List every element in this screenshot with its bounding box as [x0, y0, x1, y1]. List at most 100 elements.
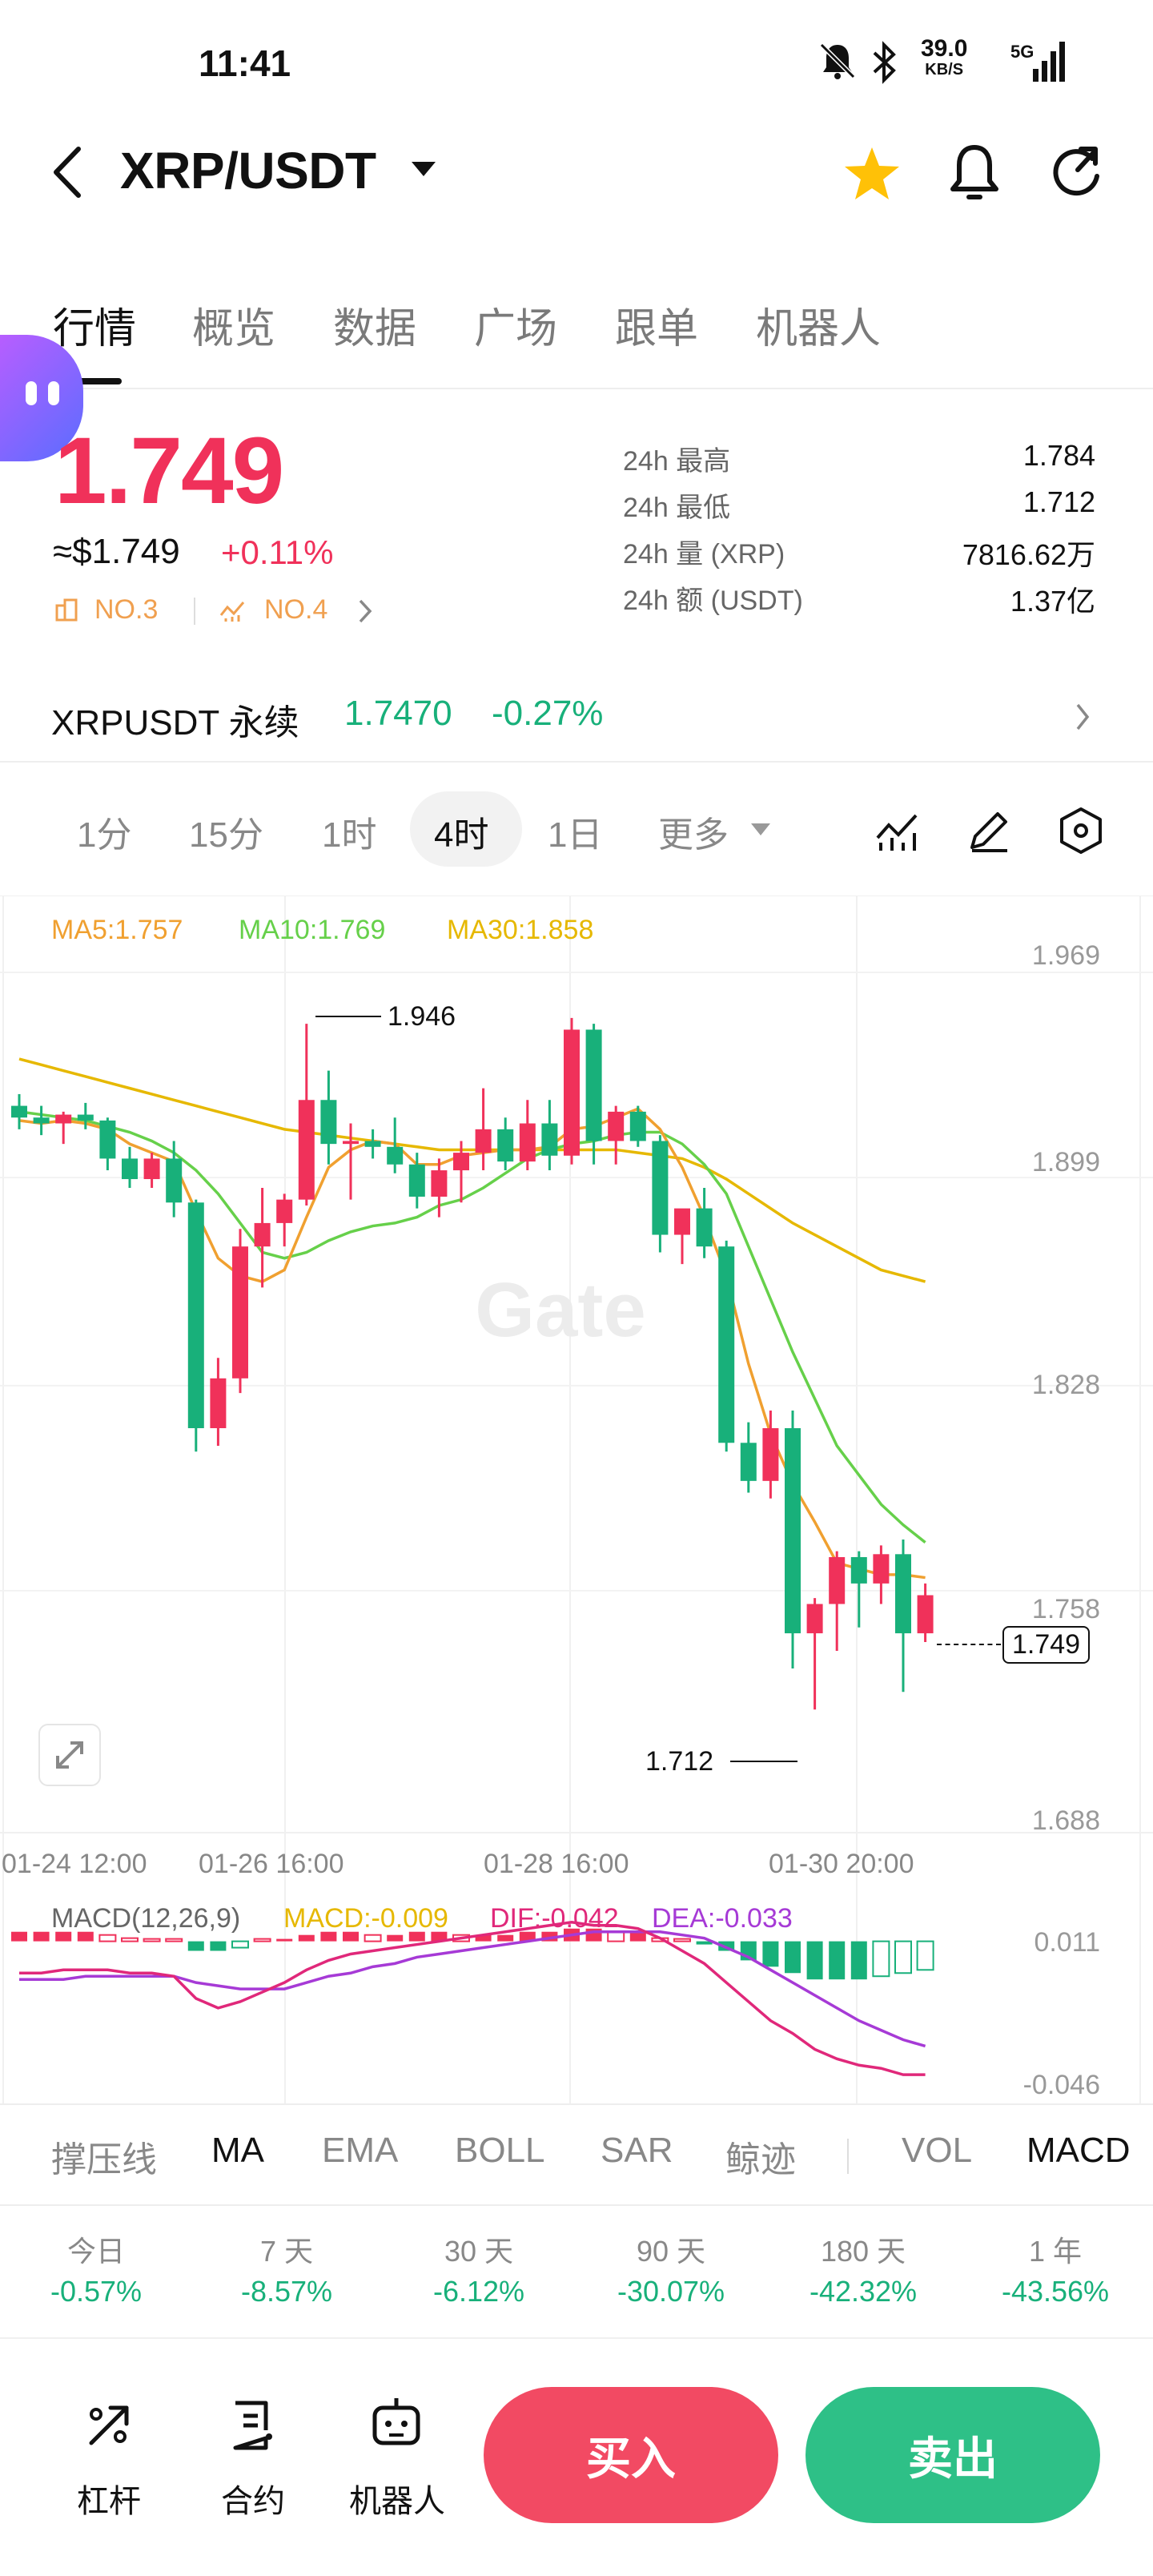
- timeframe-4h[interactable]: 4时: [434, 815, 489, 855]
- leverage-icon[interactable]: [83, 2400, 135, 2451]
- tab-market[interactable]: 行情: [53, 306, 137, 352]
- perpetual-change: -0.27%: [492, 694, 604, 733]
- macd-bar: [408, 1931, 425, 1942]
- leverage-label[interactable]: 杠杆: [77, 2484, 141, 2519]
- timeframe-1h[interactable]: 1时: [322, 815, 377, 855]
- tab-overview[interactable]: 概览: [192, 306, 276, 352]
- candle: [343, 1123, 359, 1200]
- star-icon[interactable]: [842, 144, 902, 203]
- stat-turnover-label: 24h 额 (USDT): [623, 586, 803, 616]
- expand-icon: [56, 1741, 83, 1769]
- x-tick-0130: 01-30 20:00: [769, 1849, 914, 1879]
- stat-volume-value: 7816.62万: [962, 538, 1095, 571]
- perpetual-name: XRPUSDT 永续: [51, 703, 299, 743]
- macd-bar: [894, 1940, 912, 1974]
- draw-pen-icon[interactable]: [966, 807, 1012, 854]
- timeframe-1m[interactable]: 1分: [77, 815, 132, 855]
- usd-price: ≈$1.749: [53, 532, 180, 571]
- ind-tab-whale[interactable]: 鲸迹: [725, 2140, 796, 2180]
- high-marker-line: [315, 1016, 381, 1017]
- x-tick-0126: 01-26 16:00: [199, 1849, 344, 1879]
- candle: [674, 1208, 690, 1265]
- buy-button[interactable]: 买入: [484, 2387, 778, 2523]
- ind-tab-support[interactable]: 撑压线: [51, 2140, 157, 2180]
- ind-tab-ema[interactable]: EMA: [322, 2131, 399, 2170]
- network-type: 5G: [1010, 42, 1034, 62]
- refresh-icon[interactable]: [1046, 141, 1107, 202]
- assistant-bubble-icon[interactable]: [0, 335, 83, 461]
- period-today-value: -0.57%: [50, 2275, 143, 2308]
- bot-label[interactable]: 机器人: [349, 2484, 445, 2519]
- ind-tab-sar[interactable]: SAR: [601, 2131, 673, 2170]
- candle: [55, 1111, 72, 1145]
- macd-bar: [762, 1941, 779, 1967]
- chevron-right-icon: [1076, 703, 1090, 731]
- period-180d-label: 180 天: [820, 2235, 906, 2268]
- candle: [122, 1146, 138, 1189]
- macd-bar: [673, 1938, 691, 1942]
- macd-bar: [475, 1934, 492, 1942]
- timeframe-active-bg: [410, 791, 522, 867]
- timeframe-more[interactable]: 更多: [658, 815, 729, 855]
- period-today-label: 今日: [66, 2235, 125, 2268]
- chevron-down-icon[interactable]: [410, 160, 437, 179]
- macd-bar: [77, 1931, 94, 1942]
- period-7d-value: -8.57%: [240, 2275, 333, 2308]
- mute-bell-icon: [819, 42, 856, 79]
- candle: [519, 1100, 536, 1171]
- y-tick-1758: 1.758: [1031, 1594, 1100, 1624]
- perpetual-row[interactable]: XRPUSDT 永续 1.7470 -0.27%: [0, 673, 1153, 763]
- y-tick-1828: 1.828: [1031, 1370, 1100, 1400]
- period-30d-label: 30 天: [444, 2235, 514, 2268]
- rank-volume[interactable]: NO.4: [264, 594, 328, 625]
- macd-bar: [541, 1931, 558, 1942]
- tab-bot[interactable]: 机器人: [756, 306, 882, 352]
- ind-tab-ma[interactable]: MA: [211, 2131, 264, 2170]
- dea-legend: DEA:-0.033: [652, 1903, 793, 1934]
- settings-hexagon-icon[interactable]: [1057, 806, 1105, 855]
- rank-market-cap[interactable]: NO.3: [94, 594, 159, 625]
- back-icon[interactable]: [48, 143, 88, 202]
- chevron-down-icon[interactable]: [749, 822, 772, 838]
- price-change: +0.11%: [221, 533, 334, 571]
- ma30-line: [18, 1057, 926, 1283]
- ind-tab-macd[interactable]: MACD: [1026, 2131, 1131, 2170]
- expand-button[interactable]: [38, 1724, 101, 1786]
- perpetual-price: 1.7470: [344, 694, 452, 733]
- sell-button[interactable]: 卖出: [805, 2387, 1100, 2523]
- ind-tab-vol[interactable]: VOL: [902, 2131, 973, 2170]
- x-tick-0128: 01-28 16:00: [484, 1849, 629, 1879]
- ma10-line: [18, 1110, 926, 1544]
- contract-icon[interactable]: [227, 2398, 279, 2453]
- bell-icon[interactable]: [945, 141, 1004, 205]
- candle: [718, 1240, 735, 1452]
- candle: [696, 1188, 713, 1258]
- low-marker-line: [730, 1761, 797, 1762]
- tab-copy-trade[interactable]: 跟单: [615, 306, 699, 352]
- status-time: 11:41: [199, 42, 291, 84]
- macd-y-tick-top: 0.011: [1034, 1927, 1100, 1958]
- divider: [0, 2204, 1153, 2206]
- candle: [497, 1117, 514, 1171]
- pair-title[interactable]: XRP/USDT: [120, 142, 376, 199]
- y-tick-1899: 1.899: [1031, 1147, 1100, 1177]
- stat-low-label: 24h 最低: [623, 493, 731, 523]
- timeframe-1d[interactable]: 1日: [548, 815, 603, 855]
- divider: [0, 2103, 1153, 2105]
- indicator-icon[interactable]: [874, 809, 921, 854]
- contract-label[interactable]: 合约: [221, 2484, 285, 2519]
- macd-bar: [718, 1941, 735, 1951]
- candle: [431, 1158, 448, 1218]
- candlestick-chart[interactable]: Gate: [0, 896, 1153, 2105]
- timeframe-15m[interactable]: 15分: [189, 815, 263, 855]
- tab-data[interactable]: 数据: [333, 306, 417, 352]
- candle: [166, 1141, 183, 1218]
- candle: [11, 1093, 27, 1129]
- ind-divider: [847, 2139, 849, 2174]
- ind-tab-boll[interactable]: BOLL: [455, 2131, 545, 2170]
- bot-icon[interactable]: [368, 2395, 424, 2451]
- macd-bar: [916, 1940, 934, 1971]
- rank-trend-icon: [219, 602, 245, 622]
- chevron-right-icon[interactable]: [356, 596, 375, 626]
- tab-square[interactable]: 广场: [474, 306, 558, 352]
